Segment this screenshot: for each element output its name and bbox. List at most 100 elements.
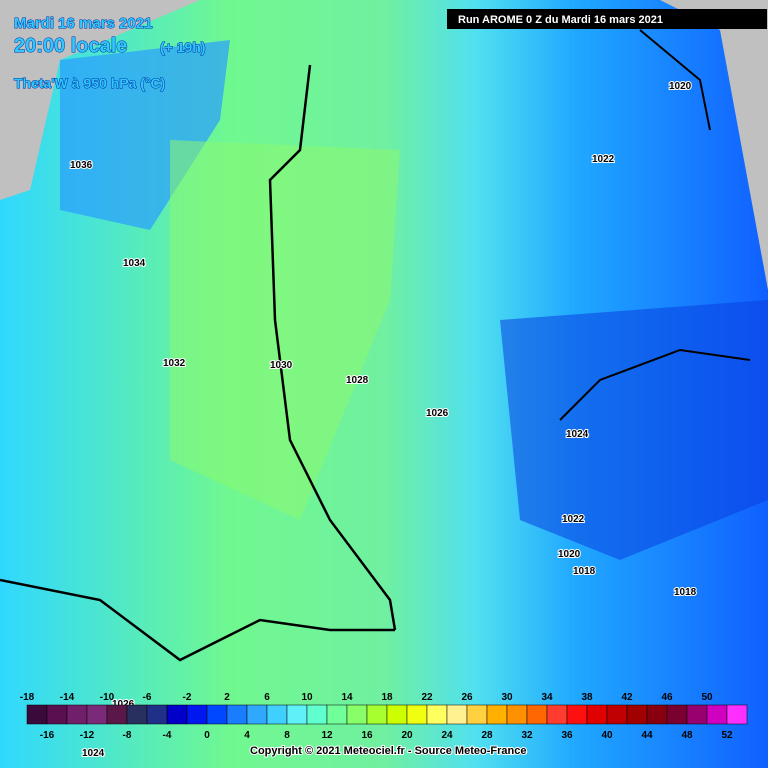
scale-swatch [666, 704, 688, 725]
scale-swatch [686, 704, 708, 725]
scale-swatch [246, 704, 268, 725]
scale-swatch [166, 704, 188, 725]
isobar-label: 1020 [558, 549, 581, 560]
scale-swatch [46, 704, 68, 725]
scale-swatch [466, 704, 488, 725]
field-name: Theta'W à 950 hPa (°C) [14, 75, 165, 91]
scale-label: 0 [204, 730, 210, 741]
scale-label: 38 [581, 692, 593, 703]
isobar-label: 1024 [82, 748, 105, 759]
time: 20:00 locale [14, 35, 127, 57]
scale-swatch [546, 704, 568, 725]
scale-label: 32 [521, 730, 533, 741]
scale-swatch [66, 704, 88, 725]
scale-label: 6 [264, 692, 270, 703]
scale-swatch [146, 704, 168, 725]
scale-swatch [626, 704, 648, 725]
scale-label: -2 [183, 692, 192, 703]
scale-label: -12 [80, 730, 95, 741]
scale-label: 16 [361, 730, 373, 741]
scale-label: -6 [143, 692, 152, 703]
isobar-label: 1018 [573, 566, 596, 577]
run-label: Run AROME 0 Z du Mardi 16 mars 2021 [458, 14, 663, 26]
scale-label: 2 [224, 692, 230, 703]
date: Mardi 16 mars 2021 [14, 15, 152, 32]
isobar-label: 1032 [163, 358, 186, 369]
scale-label: 10 [301, 692, 313, 703]
scale-label: -16 [40, 730, 55, 741]
scale-swatch [346, 704, 368, 725]
scale-swatch [386, 704, 408, 725]
scale-swatch [186, 704, 208, 725]
scale-swatch [526, 704, 548, 725]
scale-swatch [226, 704, 248, 725]
scale-swatch [406, 704, 428, 725]
scale-swatch [606, 704, 628, 725]
warm-area [170, 140, 400, 520]
coast [0, 578, 395, 662]
isobar-label: 1022 [592, 154, 615, 165]
lead: (+ 19h) [160, 39, 206, 55]
scale-swatch [326, 704, 348, 725]
scale-label: -10 [100, 692, 115, 703]
scale-label: 40 [601, 730, 613, 741]
scale-label: -18 [20, 692, 35, 703]
isobar-label: 1030 [270, 360, 293, 371]
scale-swatch [306, 704, 328, 725]
scale-label: 30 [501, 692, 513, 703]
scale-label: 14 [341, 692, 353, 703]
scale-swatch [706, 704, 728, 725]
scale-label: 20 [401, 730, 413, 741]
scale-label: 52 [721, 730, 733, 741]
run-box [447, 9, 767, 29]
scale-label: 48 [681, 730, 693, 741]
scale-swatch [646, 704, 668, 725]
scale-swatch [26, 704, 48, 725]
isobar-label: 1036 [70, 160, 93, 171]
scale-swatch [446, 704, 468, 725]
isobar-label: 1018 [674, 587, 697, 598]
scale-swatch [566, 704, 588, 725]
scale-label: 26 [461, 692, 473, 703]
scale-label: 12 [321, 730, 333, 741]
isobar-label: 1024 [566, 429, 589, 440]
scale-label: 34 [541, 692, 553, 703]
cold-area [500, 300, 768, 560]
scale-swatch [126, 704, 148, 725]
scale-swatch [426, 704, 448, 725]
scale-swatch [586, 704, 608, 725]
scale-label: 50 [701, 692, 713, 703]
scale-label: 28 [481, 730, 493, 741]
border [559, 348, 751, 421]
scale-label: 18 [381, 692, 393, 703]
isobar-label: 1026 [426, 408, 449, 419]
scale-label: -8 [123, 730, 132, 741]
isobar-label: 1028 [346, 375, 369, 386]
scale-swatch [106, 704, 128, 725]
scale-swatch [486, 704, 508, 725]
scale-swatch [726, 704, 748, 725]
scale-swatch [206, 704, 228, 725]
scale-label: 44 [641, 730, 653, 741]
copyright: Copyright © 2021 Meteociel.fr - Source M… [250, 745, 526, 757]
isobar-label: 1034 [123, 258, 146, 269]
coast [639, 29, 711, 131]
scale-swatch [506, 704, 528, 725]
scale-label: 4 [244, 730, 250, 741]
scale-label: 8 [284, 730, 290, 741]
cold-area [60, 40, 230, 230]
isobar-label: 1022 [562, 514, 585, 525]
out-domain [0, 0, 200, 200]
scale-label: 24 [441, 730, 453, 741]
isobar [268, 64, 397, 631]
scale-swatch [286, 704, 308, 725]
scale-label: 36 [561, 730, 573, 741]
scale-swatch [366, 704, 388, 725]
scale-label: 42 [621, 692, 633, 703]
scale-swatch [86, 704, 108, 725]
scale-label: 46 [661, 692, 673, 703]
scale-label: -14 [60, 692, 75, 703]
scale-label: 22 [421, 692, 433, 703]
isobar-label: 1020 [669, 81, 692, 92]
